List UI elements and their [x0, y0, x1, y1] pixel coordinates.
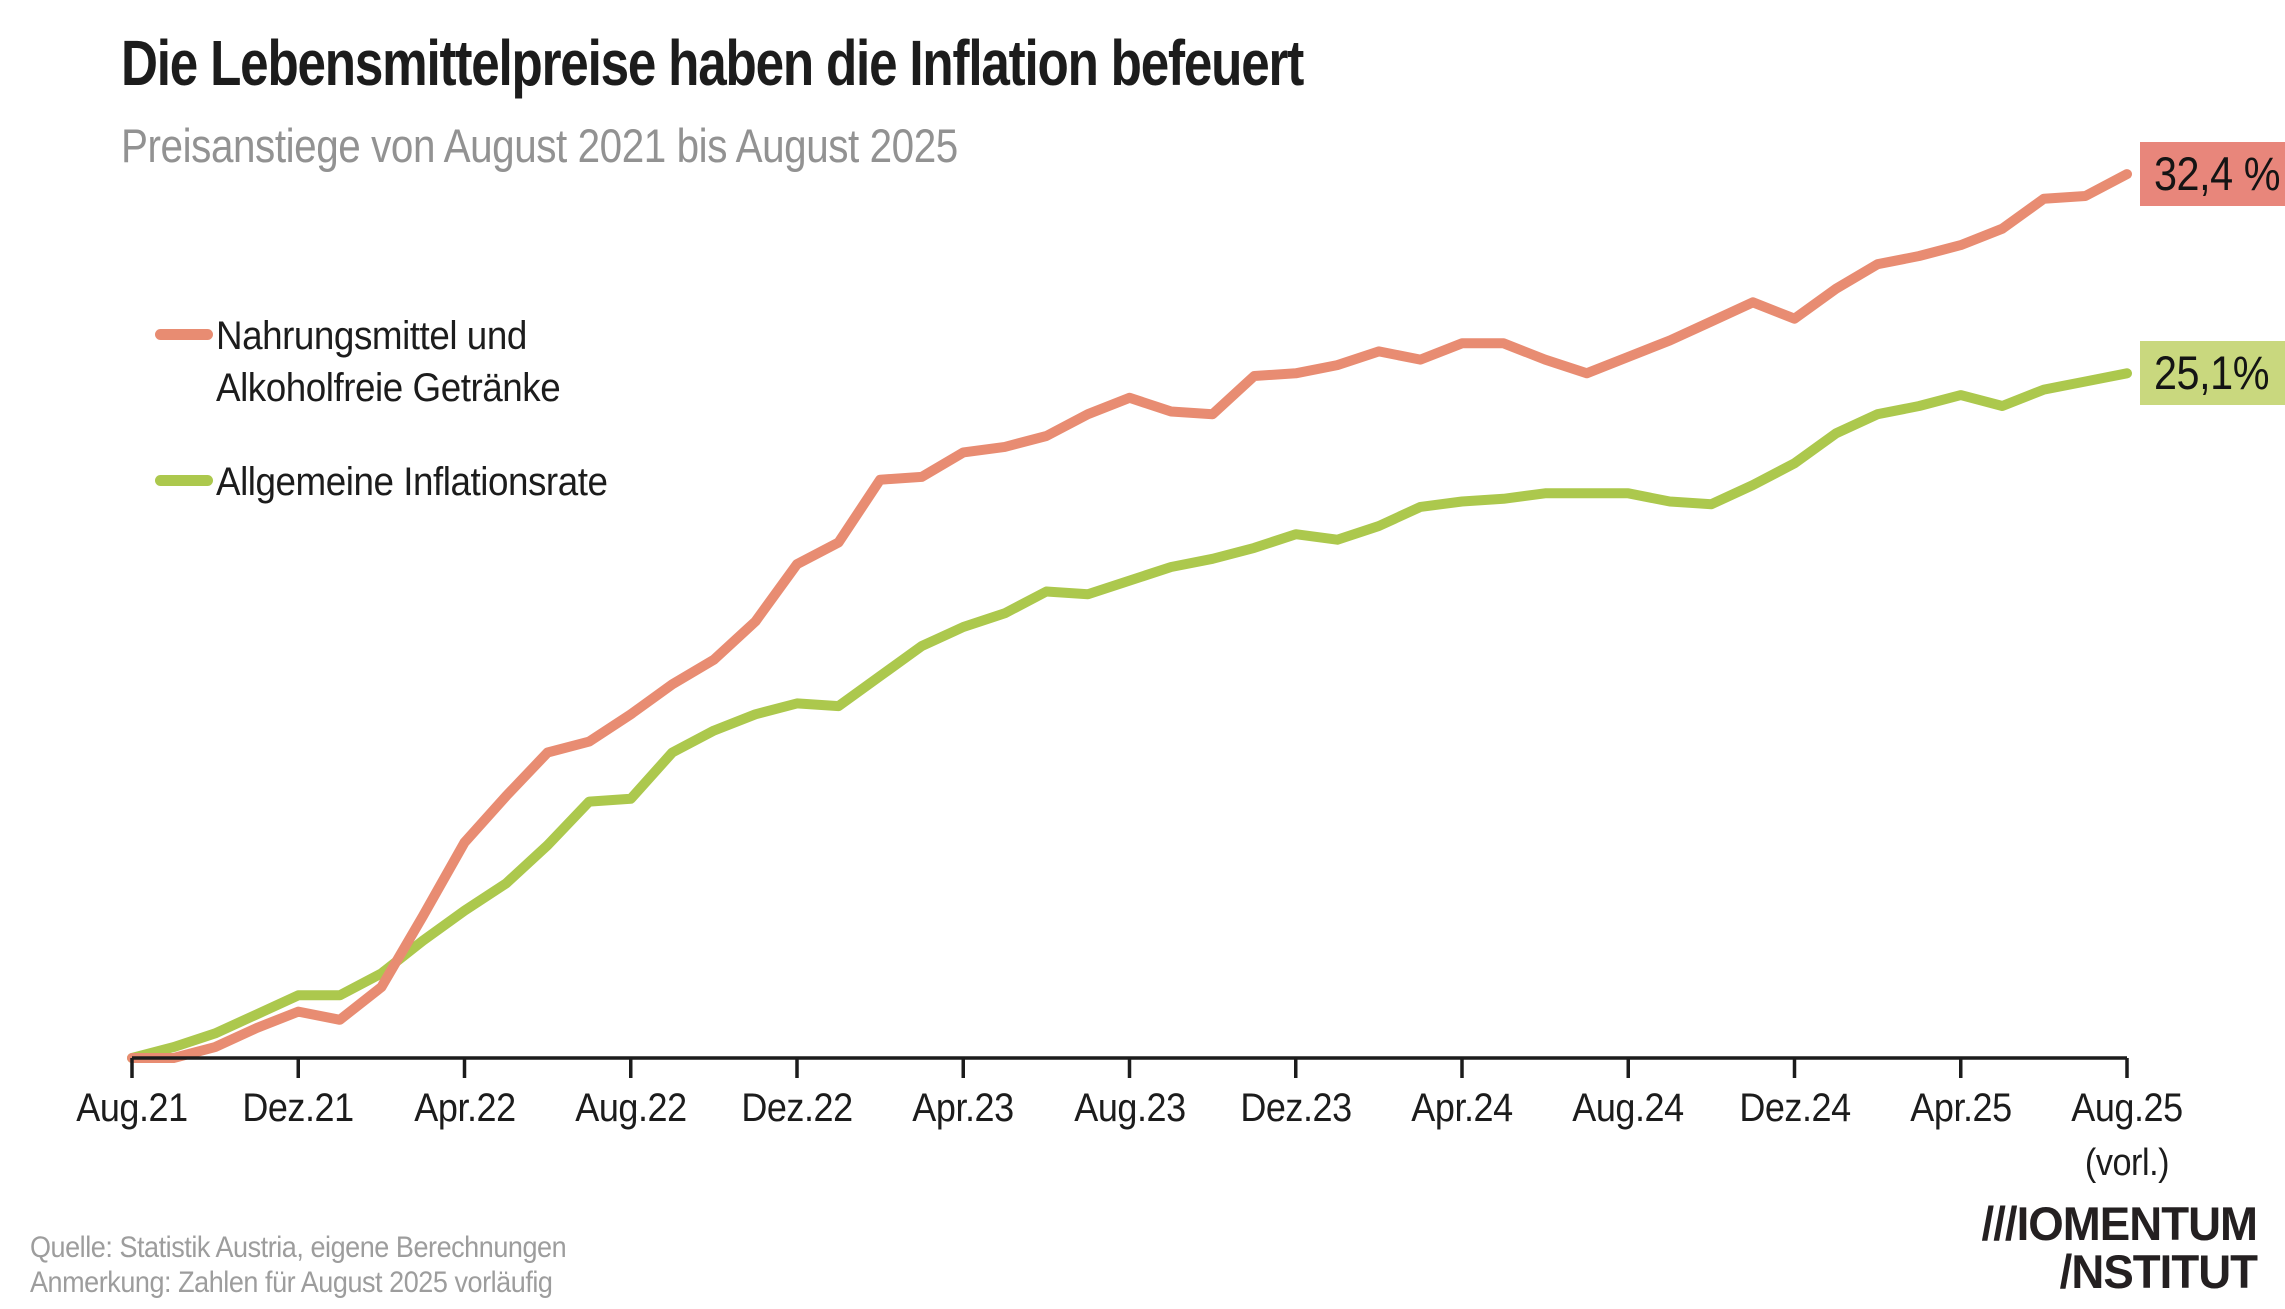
legend-item-food: Nahrungsmittel und Alkoholfreie Getränke: [155, 310, 642, 414]
legend-item-inflation: Allgemeine Inflationsrate: [155, 456, 642, 508]
x-tick-label: Aug.23: [1073, 1086, 1186, 1130]
x-tick-label: Aug.25: [2071, 1086, 2183, 1130]
inflation-end-value-badge-text: 25,1%: [2154, 346, 2270, 399]
x-tick-label: Aug.21: [76, 1086, 188, 1130]
logo-line1: ///IOMENTUM: [1981, 1197, 2257, 1250]
inflation-line: [127, 368, 2132, 1063]
page-subtitle: Preisanstiege von August 2021 bis August…: [121, 119, 958, 172]
x-tick-label: Dez.24: [1738, 1086, 1851, 1130]
legend-dash-icon: [155, 475, 213, 486]
x-tick-label: Aug.24: [1572, 1086, 1685, 1130]
momentum-institut-logo: ///IOMENTUM /NSTITUT: [1981, 1197, 2258, 1299]
inflation-end-value-badge: 25,1%: [2140, 341, 2285, 405]
x-tick-label: Apr.23: [912, 1086, 1015, 1130]
food-end-value-badge: 32,4 %: [2140, 142, 2285, 206]
x-tick-label: Aug.22: [575, 1086, 687, 1130]
legend: Nahrungsmittel und Alkoholfreie Getränke A…: [155, 310, 642, 550]
page-title: Die Lebensmittelpreise haben die Inflati…: [121, 27, 1304, 99]
food-price-line: [127, 169, 2132, 1063]
footer-notes: Quelle: Statistik Austria, eigene Berech…: [30, 1231, 626, 1300]
x-tick-sublabel-vorl: (vorl.): [2084, 1142, 2170, 1184]
annotation-note: Anmerkung: Zahlen für August 2025 vorläu…: [30, 1265, 553, 1299]
source-note: Quelle: Statistik Austria, eigene Berech…: [30, 1231, 567, 1264]
x-tick-label: Apr.25: [1910, 1086, 2012, 1130]
x-tick-label: Dez.23: [1240, 1086, 1352, 1130]
legend-label-food: Nahrungsmittel und Alkoholfreie Getränke: [216, 314, 561, 410]
food-end-value-badge-text: 32,4 %: [2154, 147, 2281, 200]
x-tick-label: Apr.24: [1411, 1086, 1513, 1130]
x-tick-label: Dez.22: [741, 1086, 853, 1130]
logo-line2: /NSTITUT: [2059, 1245, 2258, 1299]
legend-label-inflation: Allgemeine Inflationsrate: [216, 460, 608, 504]
legend-dash-icon: [155, 329, 213, 340]
x-tick-label: Apr.22: [413, 1086, 516, 1130]
x-tick-label: Dez.21: [242, 1086, 355, 1130]
